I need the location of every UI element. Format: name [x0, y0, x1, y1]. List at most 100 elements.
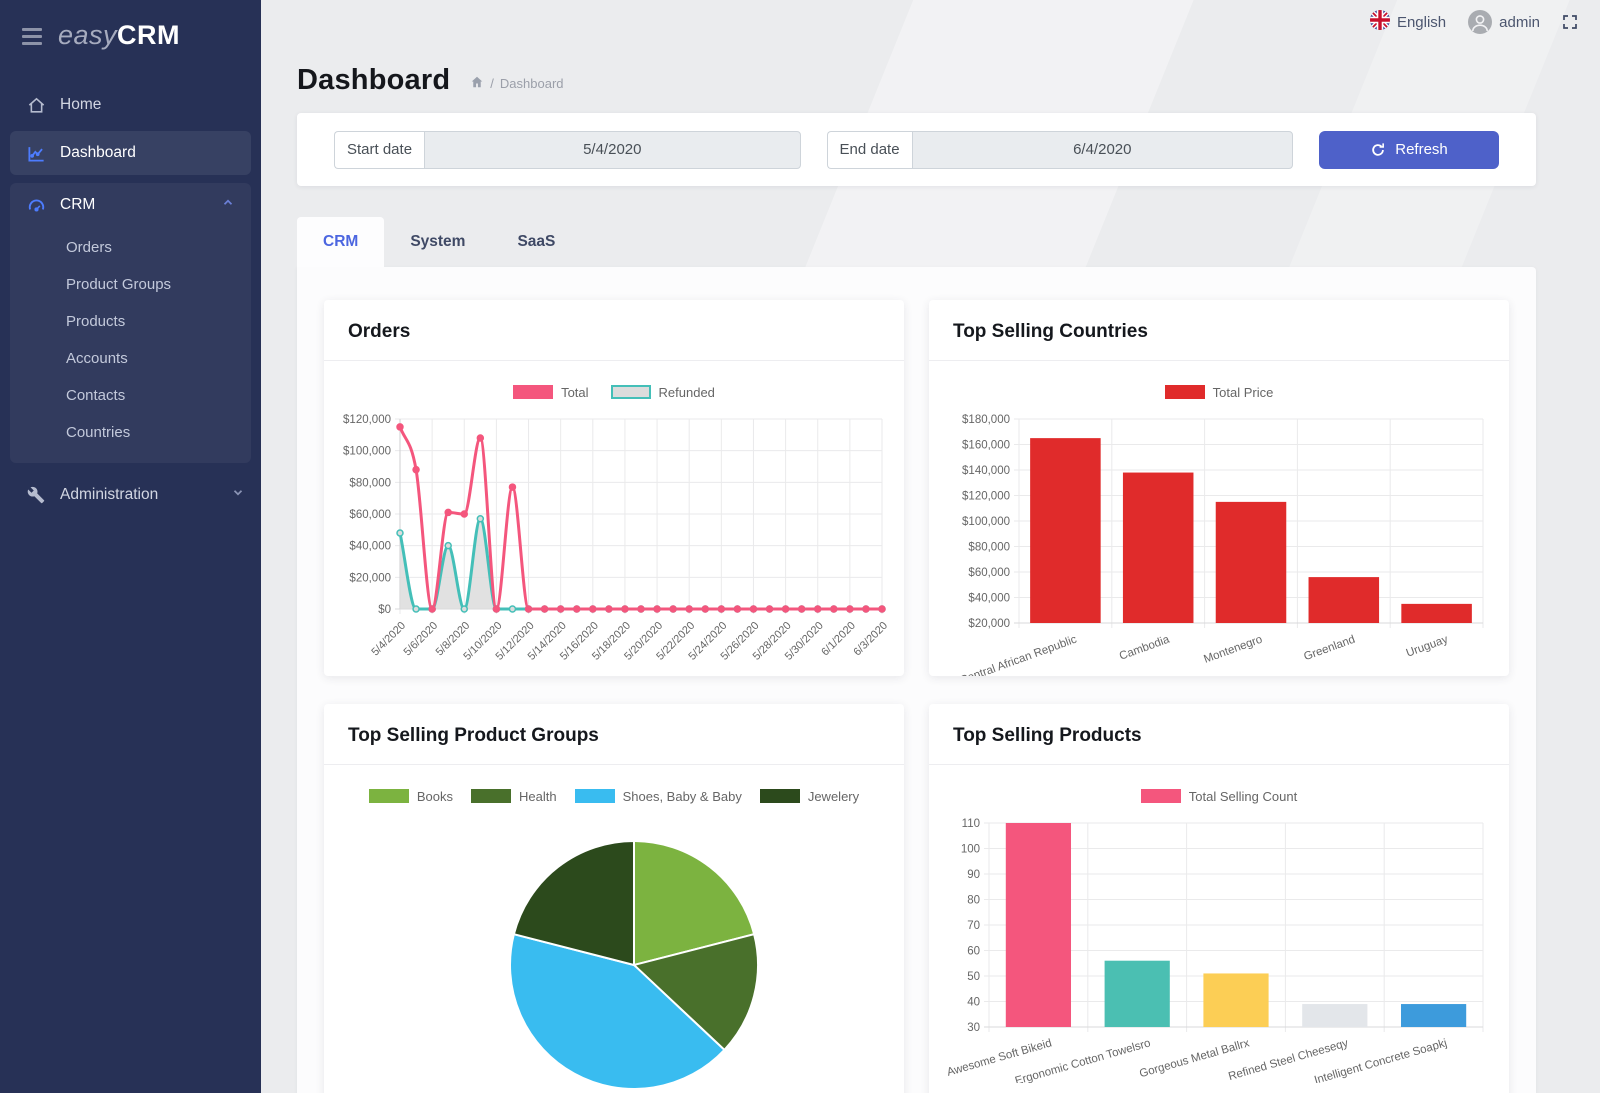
card-title: Top Selling Product Groups	[324, 704, 904, 765]
products-chart-legend: Total Selling Count	[943, 783, 1495, 809]
home-icon	[26, 96, 46, 115]
gauge-icon	[26, 196, 46, 215]
tab-bar: CRM System SaaS	[297, 217, 1536, 267]
legend-item[interactable]: Total Selling Count	[1140, 789, 1297, 804]
svg-text:100: 100	[961, 844, 980, 856]
legend-item[interactable]: Total Price	[1164, 385, 1273, 400]
product-groups-pie-legend: Books Health Shoes, Baby & Baby Jewelery	[338, 783, 890, 809]
sidebar-item-label: Home	[60, 96, 102, 113]
refresh-button[interactable]: Refresh	[1319, 130, 1499, 169]
tab-system[interactable]: System	[410, 233, 466, 250]
svg-text:$160,000: $160,000	[962, 440, 1010, 452]
end-date-input[interactable]	[911, 130, 1293, 169]
logo-prefix: easy	[58, 20, 118, 50]
svg-text:$140,000: $140,000	[962, 465, 1010, 477]
svg-text:30: 30	[967, 1022, 980, 1034]
svg-text:60: 60	[967, 946, 980, 958]
breadcrumb-separator: /	[490, 76, 494, 91]
sidebar-item-label: CRM	[60, 196, 96, 213]
page-content: Dashboard / Dashboard Start date End dat…	[261, 0, 1600, 1093]
svg-text:Uruguay: Uruguay	[1405, 633, 1450, 659]
card-title: Top Selling Products	[929, 704, 1509, 765]
end-date-group: End date	[826, 130, 1293, 169]
sidebar-item-products[interactable]: Products	[66, 313, 126, 330]
sidebar-item-accounts[interactable]: Accounts	[66, 350, 128, 367]
tab-saas[interactable]: SaaS	[517, 233, 556, 250]
legend-item[interactable]: Health	[471, 789, 557, 804]
language-selector[interactable]: English	[1369, 10, 1446, 34]
svg-text:6/1/2020: 6/1/2020	[819, 620, 858, 659]
legend-item[interactable]: Shoes, Baby & Baby	[574, 789, 742, 804]
sidebar-item-contacts[interactable]: Contacts	[66, 387, 126, 404]
uk-flag-icon	[1369, 10, 1390, 34]
breadcrumb-home-icon[interactable]	[470, 75, 484, 92]
svg-text:6/3/2020: 6/3/2020	[851, 620, 890, 659]
countries-chart-legend: Total Price	[943, 379, 1495, 405]
orders-card: Orders Total Refunded $0 $20,000 $40,000 $60…	[324, 300, 904, 676]
svg-text:90: 90	[967, 869, 980, 881]
tab-crm[interactable]: CRM	[297, 217, 385, 267]
sidebar-header: easyCRM	[0, 0, 261, 69]
avatar	[1468, 10, 1493, 34]
svg-text:40: 40	[967, 997, 980, 1009]
wrench-icon	[26, 486, 46, 504]
svg-text:$60,000: $60,000	[349, 509, 391, 521]
breadcrumb: / Dashboard	[470, 69, 564, 92]
svg-text:Central African Republic: Central African Republic	[958, 633, 1078, 676]
page-title: Dashboard	[297, 64, 451, 96]
svg-text:50: 50	[967, 971, 980, 983]
end-date-label: End date	[826, 130, 912, 169]
sidebar-item-orders[interactable]: Orders	[66, 239, 112, 256]
sidebar-item-product-groups[interactable]: Product Groups	[66, 276, 172, 293]
sidebar-item-crm[interactable]: CRM	[10, 183, 251, 227]
svg-text:$0: $0	[378, 604, 391, 616]
sidebar-group-crm: CRM Orders Product Groups Products Accounts…	[10, 183, 251, 463]
svg-text:5/6/2020: 5/6/2020	[401, 620, 440, 659]
start-date-group: Start date	[334, 130, 801, 169]
sidebar-item-label: Dashboard	[60, 144, 136, 161]
svg-text:$120,000: $120,000	[962, 491, 1010, 503]
top-selling-product-groups-card: Top Selling Product Groups Books Health Sh…	[324, 704, 904, 1093]
legend-item[interactable]: Books	[368, 789, 453, 804]
card-title: Orders	[324, 300, 904, 361]
svg-text:70: 70	[967, 920, 980, 932]
sidebar-item-countries[interactable]: Countries	[66, 424, 131, 441]
svg-text:$60,000: $60,000	[968, 567, 1010, 579]
orders-line-chart: $0 $20,000 $40,000 $60,000 $80,000 $100,000 $1…	[343, 414, 890, 663]
fullscreen-button[interactable]	[1562, 14, 1578, 30]
tab-panel: Orders Total Refunded $0 $20,000 $40,000 $60…	[297, 267, 1536, 1093]
sidebar-item-administration[interactable]: Administration	[0, 473, 261, 517]
breadcrumb-current: Dashboard	[499, 76, 564, 91]
orders-chart-legend: Total Refunded	[338, 379, 890, 405]
svg-text:Greenland: Greenland	[1302, 634, 1357, 664]
menu-toggle-icon[interactable]	[22, 26, 42, 45]
svg-text:$100,000: $100,000	[962, 516, 1010, 528]
refresh-label: Refresh	[1395, 141, 1448, 158]
start-date-input[interactable]	[424, 130, 801, 169]
sidebar-item-dashboard[interactable]: Dashboard	[10, 131, 251, 175]
main-area: English admin Dashboard / Das	[261, 0, 1600, 1093]
sidebar-item-home[interactable]: Home	[0, 83, 261, 127]
legend-item[interactable]: Jewelery	[759, 789, 859, 804]
user-menu[interactable]: admin	[1468, 10, 1540, 34]
chevron-up-icon	[221, 196, 235, 215]
chevron-down-icon	[231, 486, 245, 505]
svg-text:$20,000: $20,000	[968, 618, 1010, 630]
app-logo[interactable]: easyCRM	[58, 20, 180, 51]
svg-text:5/4/2020: 5/4/2020	[369, 620, 408, 659]
sidebar: easyCRM Home Dashboard CRM	[0, 0, 261, 1093]
svg-text:$180,000: $180,000	[962, 414, 1010, 426]
product-groups-pie-chart	[509, 839, 759, 1090]
sidebar-nav: Home Dashboard CRM Orders Prod	[0, 69, 261, 517]
legend-item[interactable]: Total	[513, 385, 589, 400]
svg-text:80: 80	[967, 895, 980, 907]
username-label: admin	[1499, 13, 1540, 31]
svg-text:$100,000: $100,000	[343, 446, 391, 458]
sidebar-item-label: Administration	[60, 486, 159, 503]
card-title: Top Selling Countries	[929, 300, 1509, 361]
svg-text:Montenegro: Montenegro	[1202, 634, 1264, 666]
svg-text:$40,000: $40,000	[349, 541, 391, 553]
legend-item[interactable]: Refunded	[610, 385, 715, 400]
